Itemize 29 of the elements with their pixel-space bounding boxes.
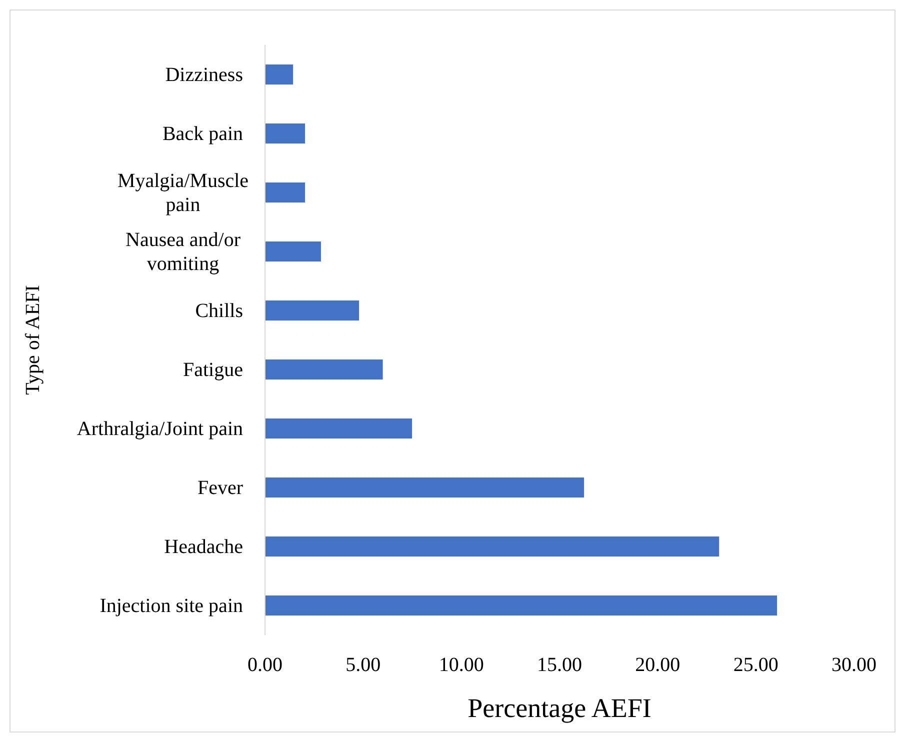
y-tick-label: Chills	[195, 300, 244, 322]
x-tick-label: 5.00	[346, 654, 381, 676]
bar	[265, 123, 306, 144]
x-tick-label: 25.00	[733, 654, 778, 676]
x-tick-label: 15.00	[537, 654, 582, 676]
y-tick-label: Myalgia/Muscle pain	[117, 170, 249, 216]
y-tick-label: Arthralgia/Joint pain	[76, 418, 243, 440]
y-tick-label: Headache	[164, 536, 244, 558]
bar	[265, 595, 778, 616]
y-tick-label: Injection site pain	[100, 594, 243, 617]
x-axis-title: Percentage AEFI	[468, 693, 652, 723]
x-tick-label: 30.00	[832, 654, 876, 676]
bar	[265, 64, 294, 85]
y-tick-label: Nausea and/or vomiting	[126, 228, 241, 275]
bar	[265, 300, 360, 321]
y-axis-title: Type of AEFI	[22, 285, 44, 395]
x-tick-label: 20.00	[635, 654, 680, 676]
bar	[265, 241, 321, 262]
bar	[265, 359, 383, 380]
bar	[265, 536, 720, 557]
y-tick-label: Fever	[197, 476, 244, 499]
bar	[265, 418, 412, 439]
x-tick-label: 10.00	[438, 654, 484, 676]
y-tick-label: Fatigue	[183, 358, 244, 381]
y-tick-label: Back pain	[162, 122, 243, 145]
x-tick-label: 0.00	[248, 654, 282, 676]
bar	[265, 182, 306, 203]
bar	[265, 477, 584, 498]
y-tick-label: Dizziness	[165, 64, 244, 86]
